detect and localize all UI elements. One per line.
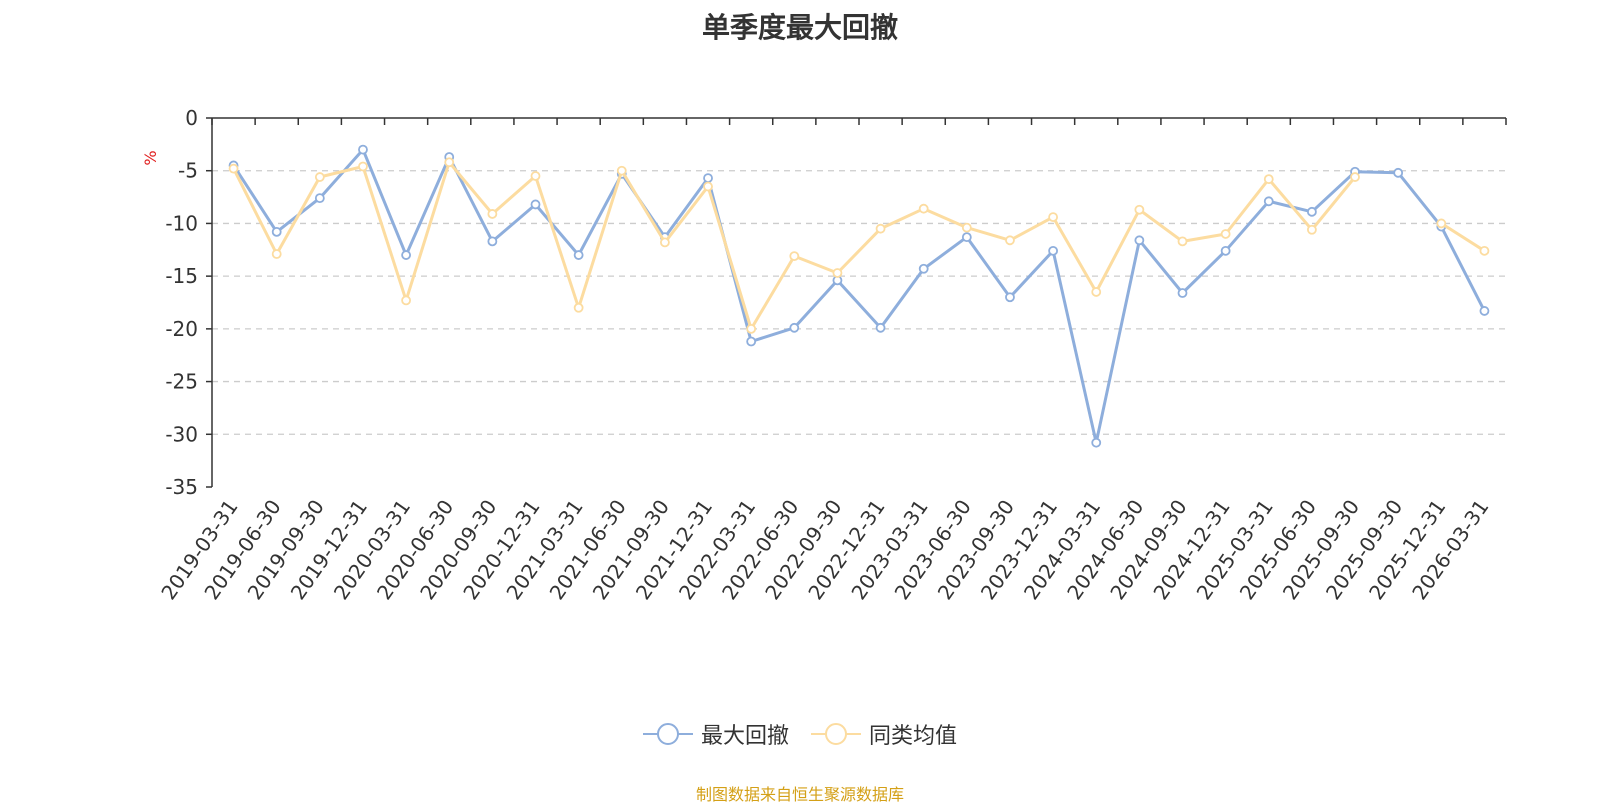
data-point: [1091, 287, 1102, 297]
data-point: [1263, 196, 1274, 207]
data-point: [228, 163, 239, 174]
y-tick-label: 0: [185, 106, 198, 130]
data-point: [1091, 437, 1102, 448]
source-note: 制图数据来自恒生聚源数据库: [695, 785, 904, 804]
legend-swatch-icon: [811, 723, 861, 745]
data-point: [1005, 235, 1015, 246]
data-point: [487, 236, 498, 247]
data-point: [789, 251, 800, 262]
data-point: [1134, 235, 1145, 246]
y-axis-label: %: [141, 150, 160, 165]
data-point: [358, 144, 368, 155]
data-point: [1177, 288, 1188, 298]
data-point: [401, 295, 412, 306]
legend-item[interactable]: 最大回撤: [642, 718, 789, 750]
data-point: [444, 157, 455, 168]
data-point: [616, 165, 627, 176]
data-point: [918, 263, 929, 274]
data-point: [530, 171, 541, 181]
legend-label: 最大回撤: [700, 724, 789, 749]
data-point: [1479, 306, 1490, 316]
data-point: [573, 250, 584, 260]
chart-title: 单季度最大回撤: [701, 11, 898, 44]
data-point: [1220, 229, 1231, 239]
axes: 0-5-10-15-20-25-30-35%2019-03-312019-06-…: [141, 106, 1507, 604]
data-point: [746, 323, 757, 334]
data-point: [1307, 224, 1317, 235]
data-point: [832, 268, 843, 278]
legend: 最大回撤 同类均值: [0, 718, 1600, 750]
legend-item[interactable]: 同类均值: [811, 718, 957, 750]
data-point: [401, 250, 412, 260]
data-point: [314, 172, 325, 182]
data-point: [1048, 212, 1058, 223]
data-point: [1307, 206, 1317, 217]
data-point: [961, 232, 972, 243]
data-point: [487, 209, 498, 219]
y-tick-label: -20: [165, 317, 198, 341]
y-tick-label: -25: [165, 370, 198, 394]
legend-swatch-icon: [642, 723, 693, 745]
data-point: [358, 161, 368, 172]
data-point: [1436, 218, 1447, 229]
data-point: [1048, 245, 1058, 256]
data-point: [660, 237, 670, 248]
series-line-最大回撤: [232, 148, 1486, 445]
data-point: [961, 222, 972, 233]
series-lines: [228, 144, 1490, 448]
data-point: [271, 249, 282, 259]
y-tick-label: -30: [165, 422, 198, 446]
data-point: [1393, 167, 1404, 178]
data-point: [875, 223, 886, 234]
data-point: [1263, 174, 1274, 185]
y-tick-label: -15: [165, 264, 198, 288]
data-point: [703, 181, 713, 192]
data-point: [1220, 245, 1231, 256]
y-tick-label: -35: [165, 475, 198, 499]
grid-lines: [212, 170, 1506, 435]
y-tick-label: -10: [165, 211, 198, 235]
data-point: [703, 173, 713, 183]
data-point: [1134, 204, 1145, 215]
data-point: [918, 203, 929, 214]
data-point: [746, 336, 757, 347]
data-point: [271, 226, 282, 237]
data-point: [789, 322, 800, 333]
data-point: [1005, 292, 1015, 303]
data-point: [1177, 236, 1188, 247]
data-point: [314, 193, 325, 204]
legend-label: 同类均值: [869, 724, 958, 749]
data-point: [530, 199, 541, 210]
data-point: [1479, 245, 1490, 256]
data-point: [1350, 172, 1360, 182]
data-point: [875, 322, 886, 333]
y-tick-label: -5: [178, 159, 198, 183]
data-point: [573, 302, 584, 313]
